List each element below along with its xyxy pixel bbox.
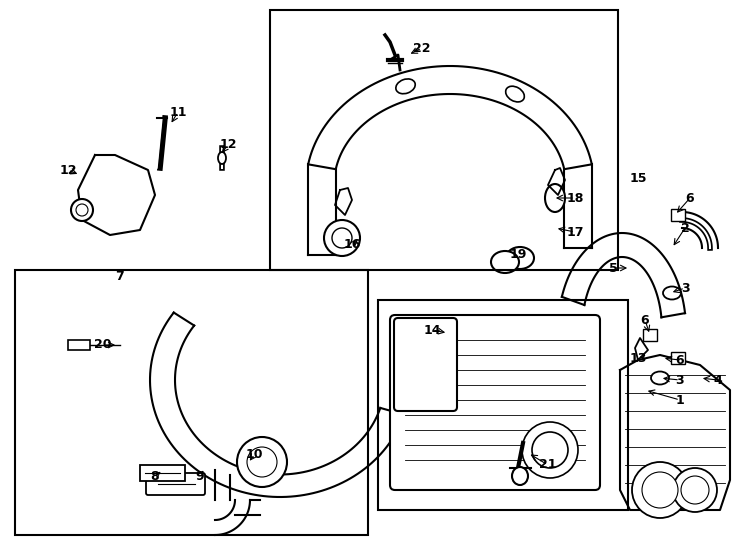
Text: 6: 6: [676, 354, 684, 367]
Ellipse shape: [71, 199, 93, 221]
Circle shape: [532, 432, 568, 468]
Text: 1: 1: [675, 394, 684, 407]
Circle shape: [332, 228, 352, 248]
Text: 3: 3: [680, 281, 689, 294]
Text: 13: 13: [629, 352, 647, 365]
Text: 3: 3: [676, 374, 684, 387]
Text: 14: 14: [424, 323, 440, 336]
Text: 10: 10: [245, 449, 263, 462]
Bar: [378, 300, 628, 510]
Text: 16: 16: [344, 239, 360, 252]
Bar: [68, 340, 90, 350]
Circle shape: [673, 468, 717, 512]
Ellipse shape: [512, 467, 528, 485]
Circle shape: [642, 472, 678, 508]
Ellipse shape: [218, 152, 226, 164]
Ellipse shape: [506, 86, 524, 102]
Circle shape: [247, 447, 277, 477]
Text: 6: 6: [641, 314, 650, 327]
Text: 12: 12: [219, 138, 237, 152]
FancyBboxPatch shape: [671, 352, 685, 364]
FancyBboxPatch shape: [643, 329, 657, 341]
FancyBboxPatch shape: [394, 318, 457, 411]
Circle shape: [522, 422, 578, 478]
Text: 22: 22: [413, 42, 431, 55]
FancyBboxPatch shape: [671, 209, 685, 221]
Text: 21: 21: [539, 458, 557, 471]
Circle shape: [237, 437, 287, 487]
Ellipse shape: [545, 184, 565, 212]
Ellipse shape: [506, 247, 534, 269]
Text: 11: 11: [170, 105, 186, 118]
Ellipse shape: [491, 251, 519, 273]
Ellipse shape: [396, 79, 415, 94]
Text: 12: 12: [59, 164, 77, 177]
FancyBboxPatch shape: [146, 473, 205, 495]
Text: 18: 18: [567, 192, 584, 205]
Circle shape: [632, 462, 688, 518]
Ellipse shape: [651, 372, 669, 384]
FancyBboxPatch shape: [140, 465, 185, 481]
Polygon shape: [620, 355, 730, 510]
Text: 19: 19: [509, 248, 527, 261]
Text: 6: 6: [686, 192, 694, 205]
Text: 20: 20: [94, 339, 112, 352]
Text: 2: 2: [680, 221, 689, 234]
FancyBboxPatch shape: [390, 315, 600, 490]
Text: 7: 7: [116, 269, 124, 282]
Bar: [270, 10, 618, 270]
Circle shape: [324, 220, 360, 256]
Circle shape: [681, 476, 709, 504]
Text: 9: 9: [196, 469, 204, 483]
Text: 5: 5: [608, 261, 617, 274]
Ellipse shape: [76, 204, 88, 216]
Ellipse shape: [663, 287, 681, 300]
Text: 4: 4: [713, 374, 722, 387]
Text: 17: 17: [566, 226, 584, 239]
Text: 8: 8: [150, 469, 159, 483]
Polygon shape: [78, 155, 155, 235]
Bar: [15, 270, 368, 535]
Text: 15: 15: [629, 172, 647, 185]
